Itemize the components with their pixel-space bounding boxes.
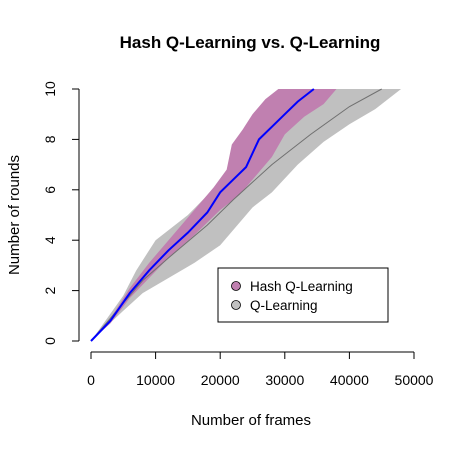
y-tick-label: 2	[42, 286, 58, 294]
x-axis-label: Number of frames	[191, 412, 311, 429]
line-hash-q-learning	[90, 88, 315, 342]
x-tick-label: 40000	[330, 372, 369, 388]
y-ticks: 0 2 4 6 8 10	[42, 81, 79, 345]
axes: 0 10000 20000 30000 40000 50000 0 2 4 6 8 10	[42, 81, 434, 388]
legend-swatch-q-learning	[231, 300, 241, 310]
legend-label-q-learning: Q-Learning	[250, 298, 318, 313]
x-tick-label: 30000	[265, 372, 304, 388]
y-tick-label: 4	[42, 236, 58, 244]
chart-title: Hash Q-Learning vs. Q-Learning	[120, 33, 381, 52]
x-ticks: 0 10000 20000 30000 40000 50000	[87, 352, 434, 388]
y-tick-label: 10	[42, 81, 58, 97]
line-q-learning	[90, 88, 382, 342]
x-tick-label: 50000	[395, 372, 434, 388]
band-hash-q-learning	[91, 89, 337, 341]
legend-box	[217, 267, 389, 323]
legend-swatch-hash-q-learning	[231, 281, 241, 291]
band-q-learning	[91, 89, 402, 341]
y-axis-label: Number of rounds	[6, 155, 23, 275]
plot-area	[90, 88, 402, 342]
y-tick-label: 6	[42, 186, 58, 194]
legend-label-hash-q-learning: Hash Q-Learning	[250, 279, 353, 294]
x-tick-label: 20000	[201, 372, 240, 388]
x-tick-label: 10000	[136, 372, 175, 388]
y-tick-label: 0	[42, 337, 58, 345]
legend: Hash Q-Learning Q-Learning	[217, 267, 389, 323]
y-tick-label: 8	[42, 135, 58, 143]
x-tick-label: 0	[87, 372, 95, 388]
